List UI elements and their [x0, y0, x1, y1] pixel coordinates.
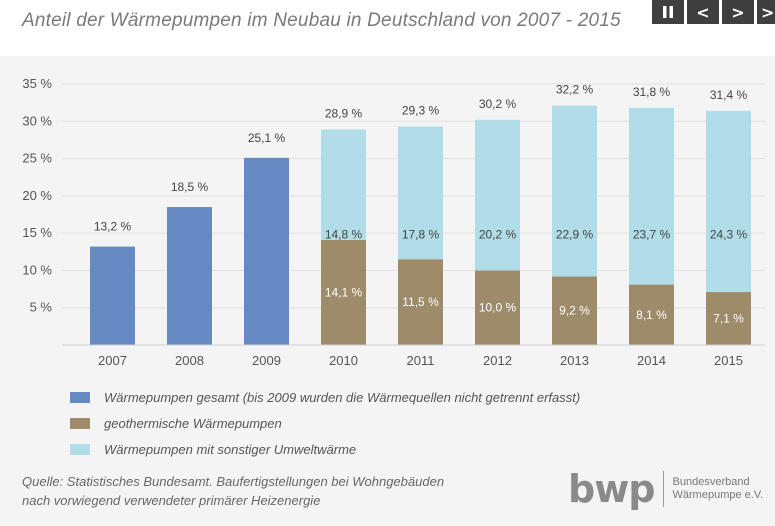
data-label-total: 29,3 % — [402, 104, 440, 118]
legend-label-sonstige: Wärmepumpen mit sonstiger Umweltwärme — [104, 441, 357, 457]
data-label-gesamt: 13,2 % — [94, 220, 132, 234]
source-line-1: Quelle: Statistisches Bundesamt. Baufert… — [22, 474, 445, 489]
y-tick-label: 15 % — [22, 225, 52, 240]
data-label-sonstige: 17,8 % — [402, 228, 440, 242]
data-label-sonstige: 23,7 % — [633, 228, 671, 242]
data-label-total: 31,8 % — [633, 85, 671, 99]
legend: Wärmepumpen gesamt (bis 2009 wurden die … — [70, 384, 580, 462]
y-tick-label: 35 % — [22, 76, 52, 91]
logo-mark: bwp — [568, 467, 656, 511]
chart-title: Anteil der Wärmepumpen im Neubau in Deut… — [22, 10, 621, 31]
data-label-geothermisch: 10,0 % — [479, 301, 517, 315]
data-label-geothermisch: 7,1 % — [713, 312, 744, 326]
data-label-gesamt: 18,5 % — [171, 180, 209, 194]
data-label-gesamt: 25,1 % — [248, 131, 286, 145]
next-button[interactable]: > — [722, 0, 754, 24]
y-tick-label: 30 % — [22, 113, 52, 128]
bar-gesamt — [90, 246, 135, 345]
data-label-total: 31,4 % — [710, 88, 748, 102]
source-note: Quelle: Statistisches Bundesamt. Baufert… — [22, 472, 444, 510]
bar-geothermisch — [321, 239, 366, 345]
legend-item-sonstige: Wärmepumpen mit sonstiger Umweltwärme — [70, 436, 580, 462]
x-tick-label: 2010 — [329, 353, 358, 368]
x-tick-label: 2011 — [407, 353, 435, 368]
x-tick-label: 2008 — [175, 353, 204, 368]
data-label-sonstige: 24,3 % — [710, 228, 748, 242]
x-tick-label: 2015 — [714, 353, 743, 368]
y-tick-label: 25 % — [22, 151, 52, 166]
data-label-total: 28,9 % — [325, 106, 363, 120]
data-label-sonstige: 22,9 % — [556, 228, 594, 242]
logo-text: Bundesverband Wärmepumpe e.V. — [673, 476, 764, 502]
bars-layer — [90, 105, 751, 345]
bar-sonstige — [475, 119, 520, 271]
bar-gesamt — [244, 157, 289, 345]
data-label-geothermisch: 8,1 % — [636, 308, 667, 322]
axis-layer: 5 % 10 % 15 % 20 % 25 % 30 % 35 % 2007 2008 2009 2… — [22, 76, 765, 368]
bar-gesamt — [167, 207, 212, 345]
legend-swatch-gesamt — [70, 391, 90, 403]
pause-icon — [663, 6, 673, 18]
bar-chart: 13,2 % 18,5 % 25,1 % 14,1 % 14,8 % 28,9 % 11,5… — [22, 76, 765, 368]
x-tick-label: 2014 — [637, 353, 666, 368]
legend-label-geothermisch: geothermische Wärmepumpen — [104, 415, 282, 431]
data-label-total: 32,2 % — [556, 83, 594, 97]
bar-sonstige — [629, 107, 674, 285]
legend-item-geothermisch: geothermische Wärmepumpen — [70, 410, 580, 436]
x-tick-label: 2013 — [560, 353, 589, 368]
data-label-geothermisch: 9,2 % — [559, 304, 590, 318]
legend-swatch-geothermisch — [70, 417, 90, 429]
data-label-total: 30,2 % — [479, 97, 517, 111]
x-tick-label: 2009 — [252, 353, 281, 368]
legend-swatch-sonstige — [70, 443, 90, 455]
legend-item-gesamt: Wärmepumpen gesamt (bis 2009 wurden die … — [70, 384, 580, 410]
y-tick-label: 5 % — [30, 300, 53, 315]
logo-line-2: Wärmepumpe e.V. — [672, 489, 764, 501]
x-tick-label: 2007 — [98, 353, 127, 368]
bar-geothermisch — [629, 284, 674, 345]
labels-layer: 13,2 % 18,5 % 25,1 % 14,1 % 14,8 % 28,9 % 11,5… — [94, 83, 748, 326]
pause-button[interactable] — [652, 0, 684, 24]
logo-separator — [662, 471, 664, 507]
bar-geothermisch — [475, 270, 520, 345]
more-button[interactable]: > — [757, 0, 775, 24]
slide-navigation: < > > — [652, 0, 775, 24]
y-tick-label: 20 % — [22, 188, 52, 203]
data-label-sonstige: 20,2 % — [479, 228, 517, 242]
bar-geothermisch — [552, 276, 597, 345]
logo-line-1: Bundesverband — [672, 476, 750, 488]
bar-sonstige — [706, 110, 751, 293]
bwp-logo: bwp Bundesverband Wärmepumpe e.V. — [568, 470, 763, 508]
y-tick-label: 10 % — [22, 262, 52, 277]
bar-sonstige — [398, 126, 443, 260]
bar-sonstige — [321, 129, 366, 240]
legend-label-gesamt: Wärmepumpen gesamt (bis 2009 wurden die … — [104, 389, 581, 405]
bar-sonstige — [552, 105, 597, 277]
data-label-geothermisch: 11,5 % — [402, 295, 439, 309]
previous-button[interactable]: < — [687, 0, 719, 24]
data-label-sonstige: 14,8 % — [325, 228, 363, 242]
source-line-2: nach vorwiegend verwendeter primärer Hei… — [22, 493, 321, 508]
bar-geothermisch — [398, 259, 443, 345]
bar-geothermisch — [706, 292, 751, 345]
x-tick-label: 2012 — [483, 353, 512, 368]
data-label-geothermisch: 14,1 % — [325, 285, 363, 299]
